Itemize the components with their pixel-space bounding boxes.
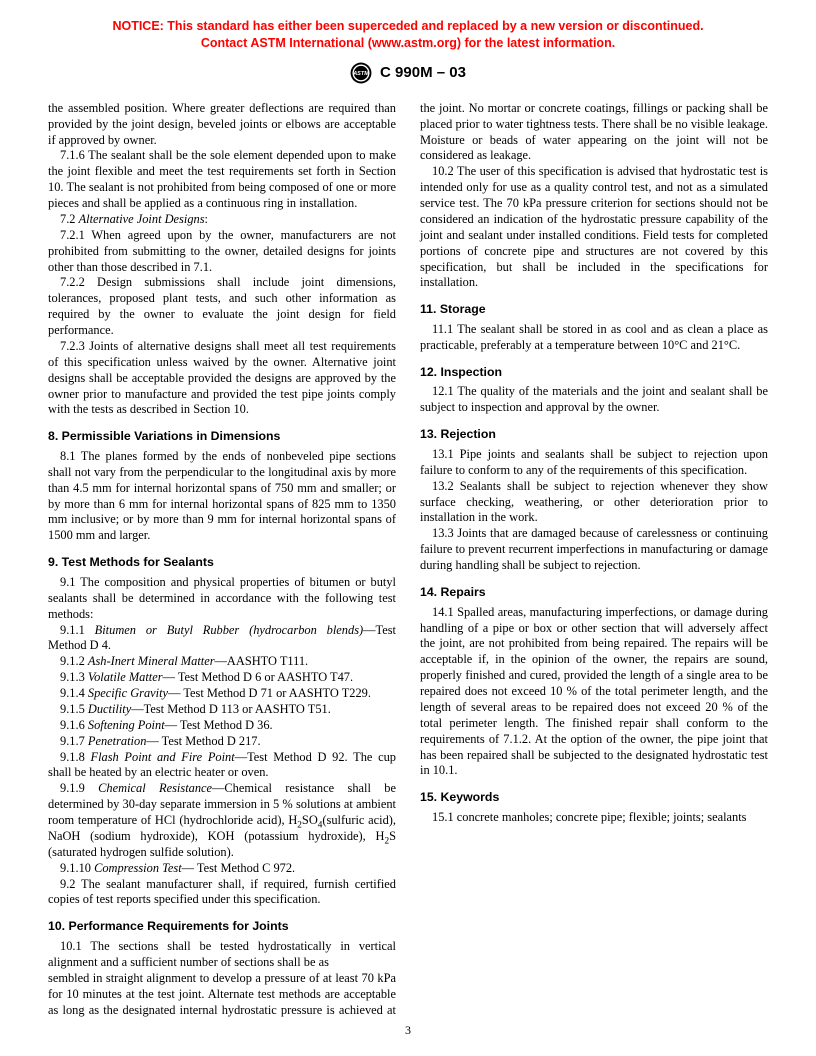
svg-text:ASTM: ASTM [352,71,369,77]
notice-banner: NOTICE: This standard has either been su… [48,18,768,52]
para-9-1-3: 9.1.3 Volatile Matter— Test Method D 6 o… [48,670,396,686]
body-fragment-top: the assembled position. Where greater de… [48,101,396,149]
section-12-heading: 12. Inspection [420,365,768,381]
section-9-heading: 9. Test Methods for Sealants [48,555,396,571]
notice-line-2: Contact ASTM International (www.astm.org… [201,36,615,50]
para-10-2: 10.2 The user of this specification is a… [420,164,768,291]
para-9-1-9: 9.1.9 Chemical Resistance—Chemical resis… [48,781,396,860]
para-9-1-7: 9.1.7 Penetration— Test Method D 217. [48,734,396,750]
astm-logo-icon: ASTM [350,62,372,84]
section-10-heading: 10. Performance Requirements for Joints [48,919,396,935]
para-10-1: 10.1 The sections shall be tested hydros… [48,939,396,971]
para-7-2-2: 7.2.2 Design submissions shall include j… [48,275,396,339]
section-8-heading: 8. Permissible Variations in Dimensions [48,429,396,445]
document-id: C 990M – 03 [380,64,466,81]
para-9-1-1: 9.1.1 Bitumen or Butyl Rubber (hydrocarb… [48,623,396,655]
para-14-1: 14.1 Spalled areas, manufacturing imperf… [420,605,768,780]
para-7-2-heading: 7.2 Alternative Joint Designs: [48,212,396,228]
para-9-1: 9.1 The composition and physical propert… [48,575,396,623]
para-13-3: 13.3 Joints that are damaged because of … [420,526,768,574]
para-9-1-6: 9.1.6 Softening Point— Test Method D 36. [48,718,396,734]
body-columns: the assembled position. Where greater de… [48,101,768,1021]
para-9-2: 9.2 The sealant manufacturer shall, if r… [48,877,396,909]
para-13-1: 13.1 Pipe joints and sealants shall be s… [420,447,768,479]
section-14-heading: 14. Repairs [420,585,768,601]
para-9-1-10: 9.1.10 Compression Test— Test Method C 9… [48,861,396,877]
para-7-2-1: 7.2.1 When agreed upon by the owner, man… [48,228,396,276]
section-11-heading: 11. Storage [420,302,768,318]
para-11-1: 11.1 The sealant shall be stored in as c… [420,322,768,354]
para-9-1-8: 9.1.8 Flash Point and Fire Point—Test Me… [48,750,396,782]
page-number: 3 [0,1023,816,1038]
document-header: ASTM C 990M – 03 [48,62,768,89]
para-9-1-4: 9.1.4 Specific Gravity— Test Method D 71… [48,686,396,702]
para-9-1-2: 9.1.2 Ash-Inert Mineral Matter—AASHTO T1… [48,654,396,670]
para-8-1: 8.1 The planes formed by the ends of non… [48,449,396,544]
section-13-heading: 13. Rejection [420,427,768,443]
para-13-2: 13.2 Sealants shall be subject to reject… [420,479,768,527]
para-15-1: 15.1 concrete manholes; concrete pipe; f… [420,810,768,826]
notice-line-1: NOTICE: This standard has either been su… [112,19,703,33]
standard-page: NOTICE: This standard has either been su… [0,0,816,1056]
para-7-1-6: 7.1.6 The sealant shall be the sole elem… [48,148,396,212]
para-7-2-3: 7.2.3 Joints of alternative designs shal… [48,339,396,418]
section-15-heading: 15. Keywords [420,790,768,806]
para-12-1: 12.1 The quality of the materials and th… [420,384,768,416]
para-9-1-5: 9.1.5 Ductility—Test Method D 113 or AAS… [48,702,396,718]
